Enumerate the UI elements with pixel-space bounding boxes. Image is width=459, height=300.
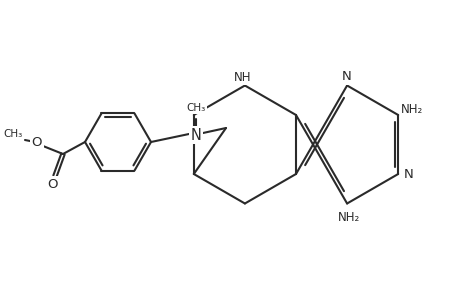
Text: NH₂: NH₂ xyxy=(337,211,359,224)
Text: O: O xyxy=(32,136,42,148)
Text: CH₃: CH₃ xyxy=(3,129,22,139)
Text: O: O xyxy=(48,178,58,190)
Text: CH₃: CH₃ xyxy=(186,103,205,113)
Text: N: N xyxy=(403,167,412,181)
Text: N: N xyxy=(341,70,351,83)
Text: NH₂: NH₂ xyxy=(400,103,422,116)
Text: NH: NH xyxy=(234,71,251,84)
Text: N: N xyxy=(190,128,201,142)
